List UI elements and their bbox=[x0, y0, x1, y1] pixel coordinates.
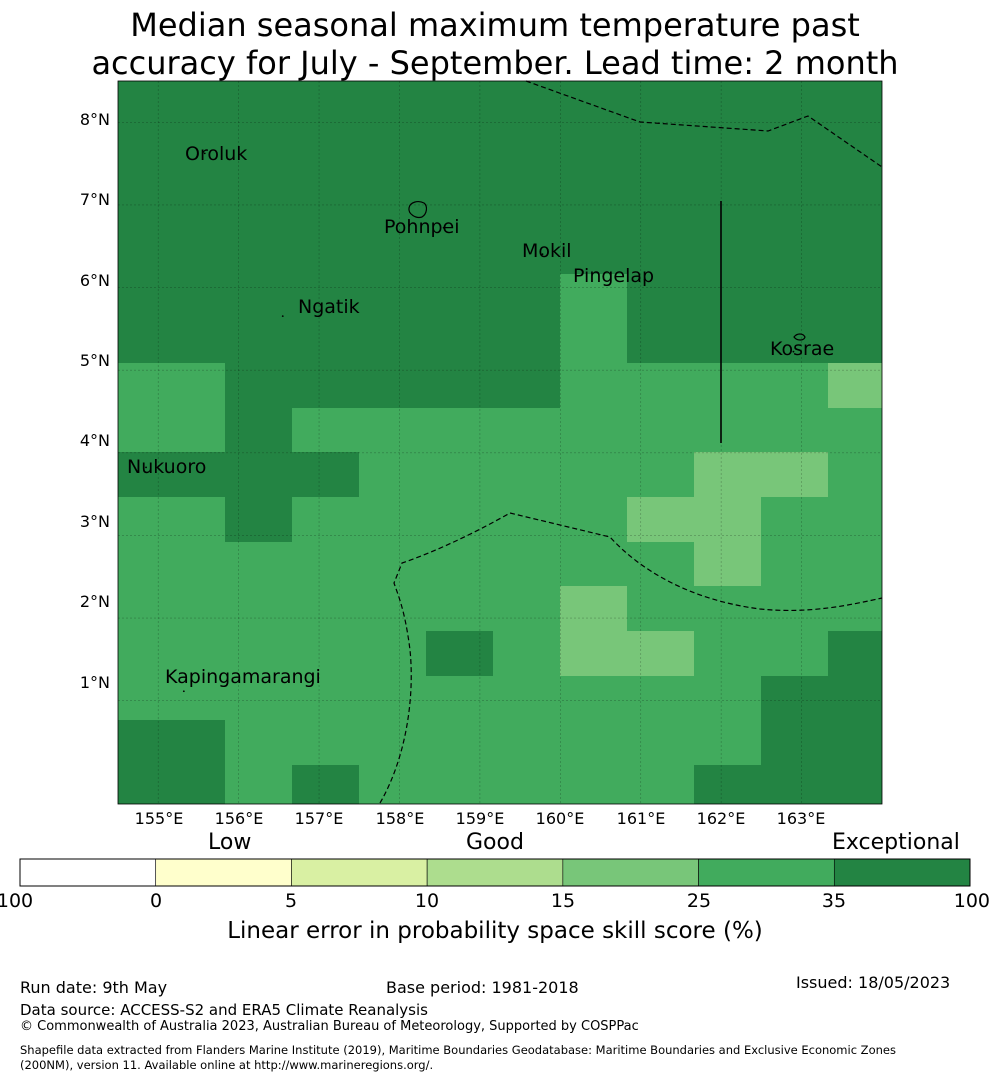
skill-cell bbox=[225, 408, 292, 452]
island-outlines bbox=[408, 201, 806, 341]
colorbar-tick-label: 35 bbox=[821, 890, 847, 912]
lon-tick-label: 160°E bbox=[535, 809, 585, 828]
skill-cell bbox=[118, 452, 359, 497]
lat-tick-label: 6°N bbox=[79, 271, 110, 290]
skill-grid bbox=[118, 81, 882, 804]
island-marker bbox=[281, 315, 284, 318]
place-label-mokil: Mokil bbox=[522, 240, 572, 262]
place-label-kapingamarangi: Kapingamarangi bbox=[165, 666, 321, 688]
colorbar-tick-label: 15 bbox=[550, 890, 576, 912]
island-marker bbox=[643, 278, 646, 281]
kosrae-outline bbox=[793, 333, 806, 341]
place-label-pohnpei: Pohnpei bbox=[384, 216, 460, 238]
place-label-nukuoro: Nukuoro bbox=[127, 456, 207, 478]
lon-tick-label: 161°E bbox=[616, 809, 666, 828]
island-marker bbox=[792, 350, 795, 353]
lat-tick-label: 3°N bbox=[79, 512, 110, 531]
skill-cell bbox=[560, 631, 694, 676]
run-date: Run date: 9th May bbox=[20, 978, 168, 997]
lon-tick-label: 156°E bbox=[214, 809, 264, 828]
colorbar-segment bbox=[291, 858, 428, 887]
shapefile-credit-line-2: (200NM), version 11. Available online at… bbox=[20, 1058, 434, 1072]
shapefile-credit-line-1: Shapefile data extracted from Flanders M… bbox=[20, 1043, 896, 1057]
colorbar-segment bbox=[562, 858, 699, 887]
skill-cell bbox=[118, 81, 882, 363]
colorbar-frame bbox=[19, 858, 971, 887]
lon-tick-label: 158°E bbox=[375, 809, 425, 828]
skill-cell bbox=[828, 363, 882, 408]
island-marker bbox=[203, 152, 206, 155]
lon-tick-label: 157°E bbox=[294, 809, 344, 828]
copyright: © Commonwealth of Australia 2023, Austra… bbox=[20, 1019, 639, 1034]
skill-cell bbox=[118, 720, 225, 804]
skill-cell bbox=[761, 676, 828, 804]
skill-cell bbox=[292, 765, 359, 804]
skill-cell bbox=[627, 497, 761, 542]
category-label-low: Low bbox=[208, 830, 252, 855]
eez-boundary-north bbox=[525, 80, 883, 168]
colorbar bbox=[19, 858, 971, 887]
colorbar-tick-label: 10 bbox=[414, 890, 440, 912]
title-line-2: accuracy for July - September. Lead time… bbox=[91, 44, 899, 82]
colorbar-segment bbox=[155, 858, 292, 887]
colorbar-segment bbox=[426, 858, 564, 887]
pohnpei-outline bbox=[408, 201, 428, 219]
colorbar-segment bbox=[833, 858, 971, 887]
lat-tick-label: 1°N bbox=[79, 673, 110, 692]
category-label-exceptional: Exceptional bbox=[832, 830, 960, 855]
colorbar-tick-label: 0 bbox=[149, 890, 163, 912]
map-title: Median seasonal maximum temperature past… bbox=[0, 6, 990, 82]
skill-cell bbox=[694, 452, 828, 497]
lon-tick-label: 163°E bbox=[776, 809, 826, 828]
skill-cell bbox=[560, 586, 627, 631]
place-label-kosrae: Kosrae bbox=[770, 338, 835, 360]
lat-tick-label: 4°N bbox=[79, 431, 110, 450]
colorbar-segment bbox=[19, 858, 157, 887]
colorbar-tick-label: 5 bbox=[284, 890, 298, 912]
base-period: Base period: 1981-2018 bbox=[386, 978, 579, 997]
island-marker bbox=[145, 466, 147, 469]
skill-cell bbox=[426, 631, 493, 676]
lon-tick-label: 159°E bbox=[455, 809, 505, 828]
colorbar-tick-label: 25 bbox=[686, 890, 712, 912]
eez-boundaries bbox=[379, 80, 883, 804]
lon-tick-label: 162°E bbox=[696, 809, 746, 828]
skill-cell bbox=[225, 363, 560, 408]
colorbar-tick-label: -100 bbox=[0, 890, 34, 912]
category-label-good: Good bbox=[466, 830, 524, 855]
place-label-oroluk: Oroluk bbox=[185, 143, 248, 165]
skill-cell bbox=[828, 631, 882, 804]
lat-tick-label: 5°N bbox=[79, 351, 110, 370]
skill-cell bbox=[560, 274, 627, 363]
title-line-1: Median seasonal maximum temperature past bbox=[130, 6, 860, 44]
skill-cell bbox=[694, 542, 761, 586]
colorbar-title: Linear error in probability space skill … bbox=[227, 918, 763, 944]
issued-date: Issued: 18/05/2023 bbox=[796, 973, 951, 992]
gridlines bbox=[118, 81, 882, 804]
lat-tick-label: 7°N bbox=[79, 190, 110, 209]
eez-boundary-south bbox=[379, 512, 883, 804]
data-source: Data source: ACCESS-S2 and ERA5 Climate … bbox=[20, 1001, 428, 1019]
colorbar-tick-label: 100 bbox=[953, 890, 990, 912]
map-frame bbox=[117, 80, 883, 805]
skill-cell bbox=[694, 765, 761, 804]
lat-tick-label: 2°N bbox=[79, 592, 110, 611]
place-label-pingelap: Pingelap bbox=[573, 265, 655, 287]
colorbar-segment bbox=[698, 858, 835, 887]
island-marker bbox=[541, 253, 544, 256]
island-marker bbox=[182, 690, 185, 693]
lon-tick-label: 155°E bbox=[134, 809, 184, 828]
island-marker bbox=[442, 226, 445, 229]
place-label-ngatik: Ngatik bbox=[298, 296, 360, 318]
lat-tick-label: 8°N bbox=[79, 110, 110, 129]
skill-cell bbox=[225, 497, 292, 542]
